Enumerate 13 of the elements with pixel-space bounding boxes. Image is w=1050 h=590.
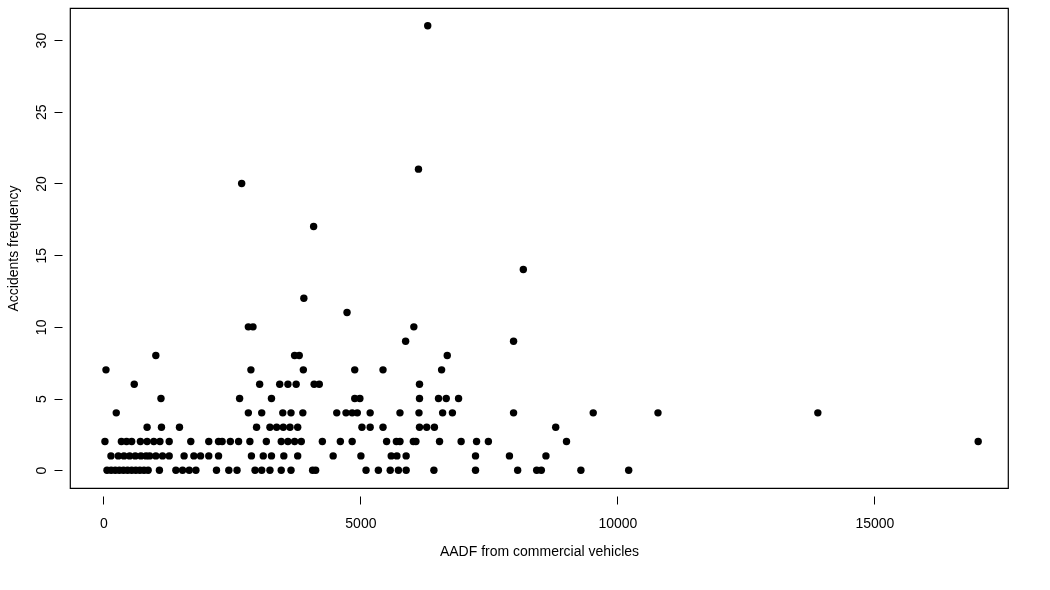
y-tick-label: 5 <box>32 394 49 403</box>
x-tick-label: 5000 <box>345 514 377 531</box>
y-tick-label: 20 <box>32 175 49 192</box>
y-tick-label: 25 <box>32 104 49 121</box>
x-axis-title: AADF from commercial vehicles <box>439 542 640 559</box>
y-tick-label: 10 <box>32 319 49 336</box>
y-axis-title: Accidents frequency <box>4 185 21 312</box>
y-tick-label: 0 <box>32 466 49 475</box>
x-tick-label: 10000 <box>598 514 638 531</box>
y-tick-label: 30 <box>32 32 49 49</box>
x-tick-label: 15000 <box>855 514 895 531</box>
y-tick-label: 15 <box>32 247 49 264</box>
x-tick-label: 0 <box>100 514 109 531</box>
